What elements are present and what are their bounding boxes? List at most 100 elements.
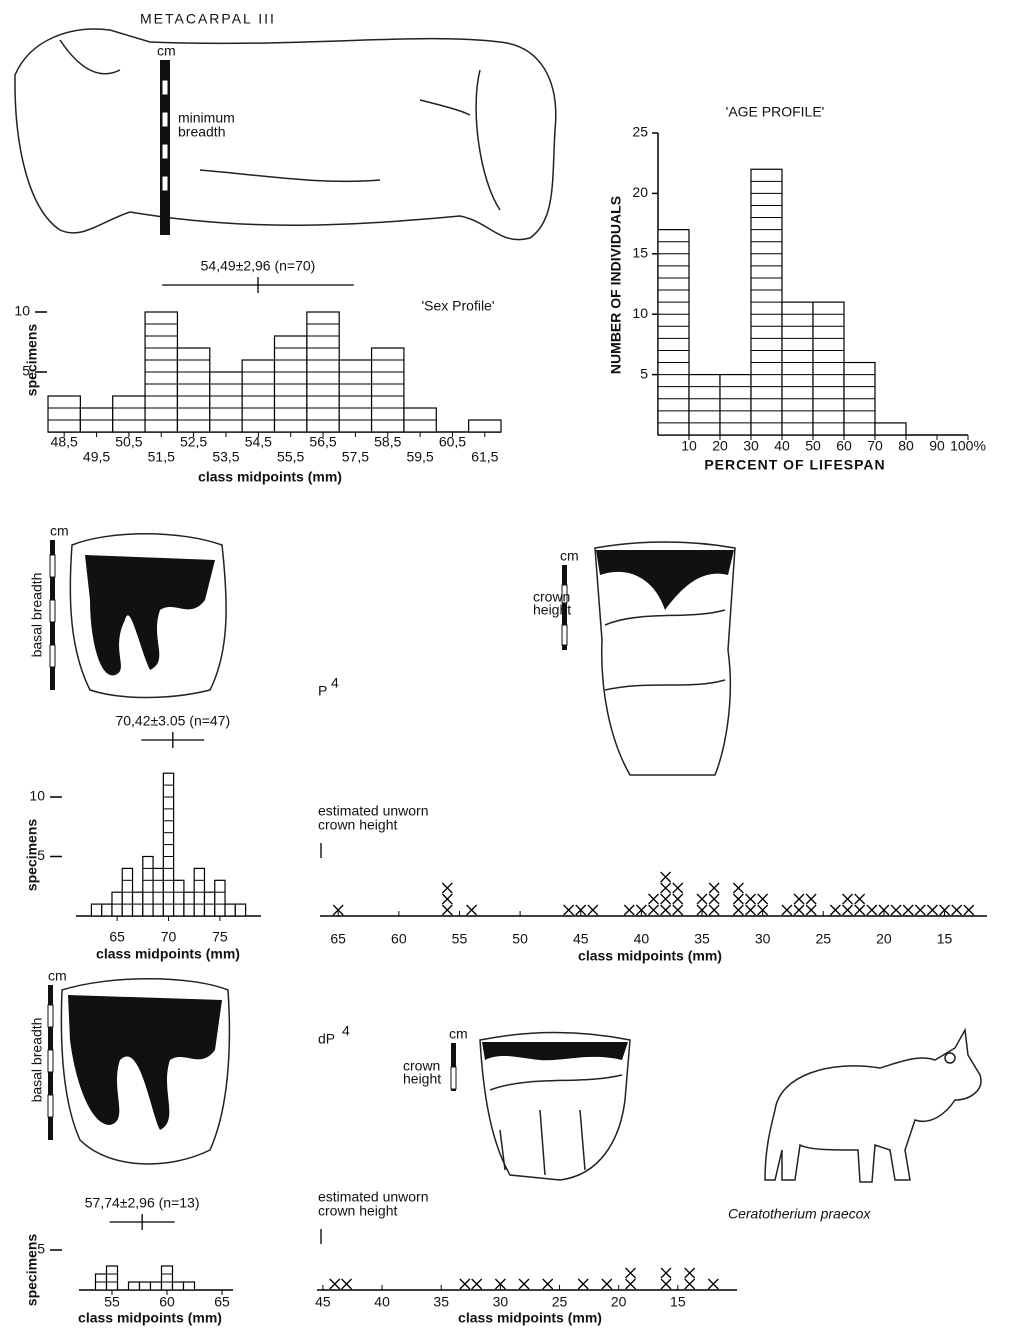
- bar: [182, 1281, 196, 1291]
- x-tick-label: 40: [774, 438, 790, 454]
- scale-bar-segments: [450, 1066, 457, 1090]
- x-tick-label: 35: [694, 931, 710, 947]
- y-tick-label: 10: [29, 788, 45, 804]
- bar: [657, 229, 690, 436]
- bar: [127, 1281, 141, 1291]
- cross-stack: [518, 1278, 530, 1290]
- cross-stack: [951, 904, 963, 916]
- scale-bar: [562, 565, 567, 650]
- x-axis-label: class midpoints (mm): [578, 948, 722, 964]
- cross-stack: [329, 1278, 341, 1290]
- x-tick-label: 100%: [950, 438, 986, 454]
- bar: [468, 419, 502, 433]
- stat-annotation: 57,74±2,96 (n=13): [85, 1195, 200, 1211]
- y-tick-label: 10: [632, 305, 648, 321]
- scale-bar-segments: [47, 1004, 54, 1118]
- bar: [224, 903, 236, 917]
- cross-stack: [890, 904, 902, 916]
- x-tick-label: 45: [315, 1294, 331, 1310]
- x-tick-label: 75: [212, 929, 228, 945]
- x-tick-label: 59,5: [406, 449, 433, 465]
- annotation: crown height: [318, 1203, 397, 1219]
- x-tick-label: 60: [159, 1294, 175, 1310]
- bar: [874, 422, 907, 436]
- y-tick-label: 5: [37, 1241, 45, 1257]
- x-tick-label: 65: [330, 931, 346, 947]
- scale-bar-segments: [561, 584, 568, 646]
- x-tick-label: 15: [937, 931, 953, 947]
- rhino-ear: [944, 1052, 956, 1064]
- bar: [149, 1281, 163, 1291]
- x-tick-label: 51,5: [148, 449, 175, 465]
- bar: [160, 1265, 174, 1291]
- x-tick-label: 20: [876, 931, 892, 947]
- scale-unit: cm: [157, 43, 176, 59]
- bar: [105, 1265, 119, 1291]
- bar: [688, 374, 721, 436]
- x-tick-label: 70: [161, 929, 177, 945]
- bar: [90, 903, 103, 917]
- cross-stack: [878, 904, 890, 916]
- cross-stack: [914, 904, 926, 916]
- bar: [176, 347, 211, 433]
- cross-stack: [341, 1278, 353, 1290]
- cross-stack: [601, 1278, 613, 1290]
- x-axis-label: class midpoints (mm): [198, 469, 342, 485]
- measure-label: crown: [403, 1058, 440, 1074]
- x-tick-label: 60: [391, 931, 407, 947]
- x-tick-label: 60,5: [439, 434, 466, 450]
- cross-stack: [332, 904, 344, 916]
- species-label: Ceratotherium praecox: [728, 1206, 871, 1222]
- x-axis-label: class midpoints (mm): [78, 1310, 222, 1326]
- cross-stack: [466, 904, 478, 916]
- x-axis-label: class midpoints (mm): [96, 946, 240, 962]
- scale-unit: cm: [48, 968, 67, 984]
- bone-drawing: [14, 28, 557, 241]
- x-tick-label: 55: [104, 1294, 120, 1310]
- cross-stack: [708, 882, 720, 916]
- cross-stack: [793, 893, 805, 916]
- cross-stack: [829, 904, 841, 916]
- cross-stack: [563, 904, 575, 916]
- measure-label: breadth: [178, 124, 225, 140]
- bar: [370, 347, 405, 433]
- cross-stack: [805, 893, 817, 916]
- x-tick-label: 65: [109, 929, 125, 945]
- stat-annotation: 70,42±3.05 (n=47): [115, 713, 230, 729]
- measure-label: basal breadth: [29, 573, 45, 658]
- x-tick-label: 49,5: [83, 449, 110, 465]
- scale-unit: cm: [449, 1026, 468, 1042]
- cross-stack: [441, 882, 453, 916]
- tooth-detail: [489, 1074, 623, 1176]
- x-tick-label: 56,5: [309, 434, 336, 450]
- y-tick-label: 10: [14, 303, 30, 319]
- bar: [214, 879, 226, 917]
- cross-stack: [757, 893, 769, 916]
- x-tick-label: 20: [611, 1294, 627, 1310]
- x-tick-label: 30: [493, 1294, 509, 1310]
- cross-stack: [842, 893, 853, 916]
- cross-stack: [707, 1278, 719, 1290]
- cross-stack: [648, 893, 659, 916]
- x-tick-label: 50: [512, 931, 528, 947]
- cross-stack: [926, 904, 938, 916]
- tooth-enamel: [596, 550, 734, 610]
- cross-stack: [575, 904, 587, 916]
- measure-label: basal breadth: [29, 1018, 45, 1103]
- bar: [781, 301, 814, 436]
- x-tick-label: 90: [929, 438, 945, 454]
- scale-bar-segments: [49, 554, 56, 668]
- tooth-drawing: [594, 541, 736, 776]
- cross-stack: [587, 904, 599, 916]
- bar: [112, 395, 146, 433]
- tooth-label: P: [318, 683, 327, 699]
- bar: [142, 855, 154, 917]
- x-tick-label: 40: [374, 1294, 390, 1310]
- y-tick-label: 5: [640, 365, 648, 381]
- x-tick-label: 20: [712, 438, 728, 454]
- cross-stack: [866, 904, 878, 916]
- bar: [812, 301, 845, 436]
- scale-unit: cm: [50, 523, 69, 539]
- cross-stack: [471, 1278, 483, 1290]
- y-axis-label: specimens: [24, 819, 40, 892]
